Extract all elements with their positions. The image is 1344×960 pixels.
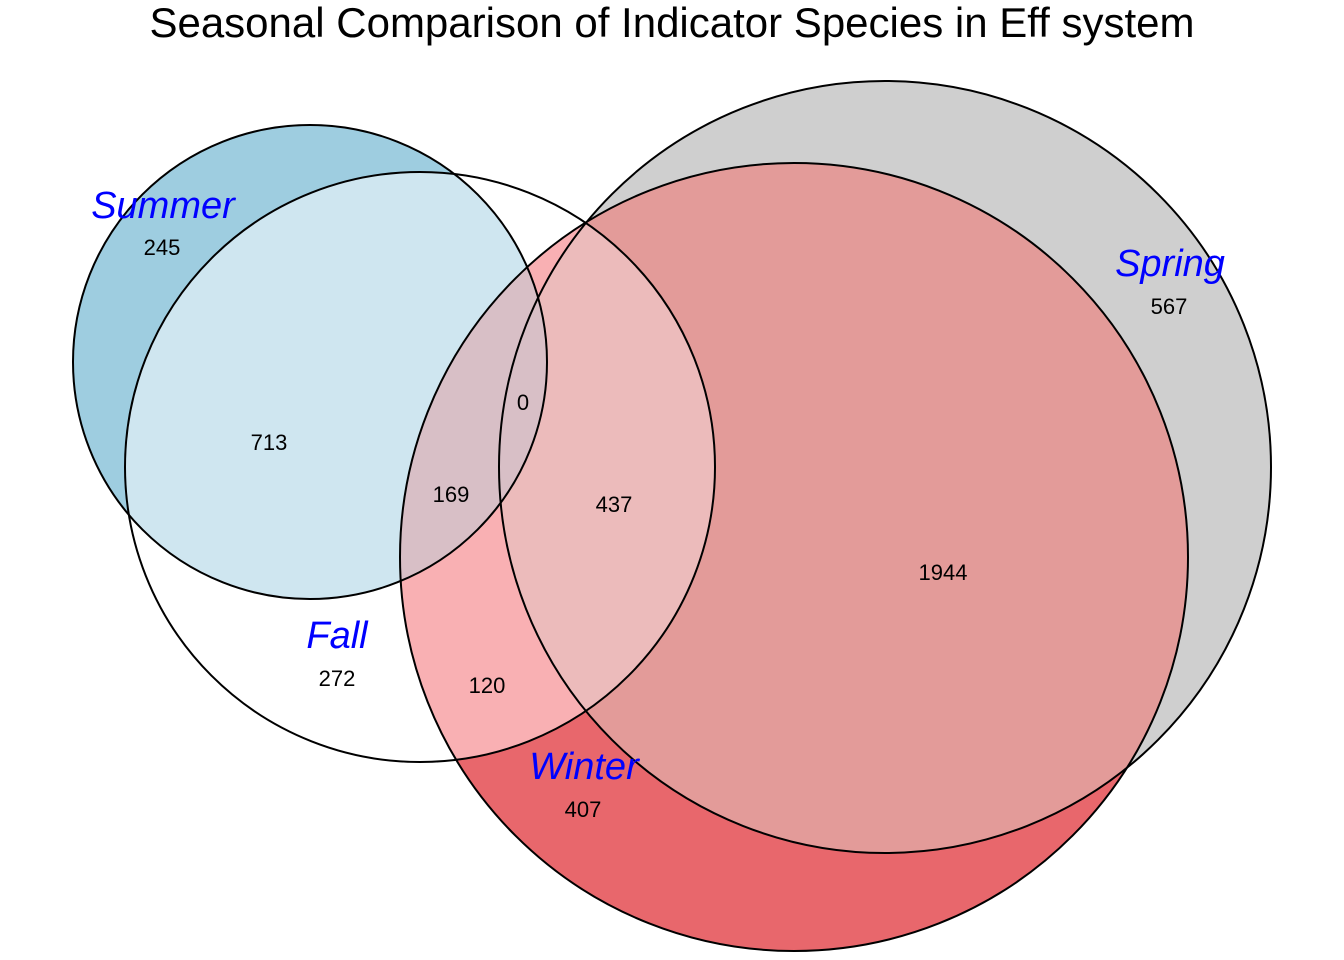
summer-circle-outline xyxy=(72,124,548,600)
spring-only-count: 567 xyxy=(1151,294,1188,319)
summer-only-count: 245 xyxy=(144,235,181,260)
spring-circle-outline xyxy=(498,80,1272,854)
fall-label: Fall xyxy=(306,615,369,657)
fall-only-count: 272 xyxy=(319,666,356,691)
summer-label: Summer xyxy=(91,185,236,227)
diagram-title: Seasonal Comparison of Indicator Species… xyxy=(149,0,1194,46)
all-seasons-count: 0 xyxy=(517,390,529,415)
fall-winter-spring-count: 437 xyxy=(596,492,633,517)
fall-winter-count: 120 xyxy=(469,673,506,698)
summer-fall-count: 713 xyxy=(251,430,288,455)
spring-label: Spring xyxy=(1115,243,1225,285)
winter-label: Winter xyxy=(529,746,640,788)
winter-circle-outline xyxy=(399,162,1189,952)
summer-fall-winter-count: 169 xyxy=(433,482,470,507)
winter-only-count: 407 xyxy=(565,797,602,822)
fall-circle-outline xyxy=(124,171,716,763)
winter-spring-count: 1944 xyxy=(919,560,968,585)
